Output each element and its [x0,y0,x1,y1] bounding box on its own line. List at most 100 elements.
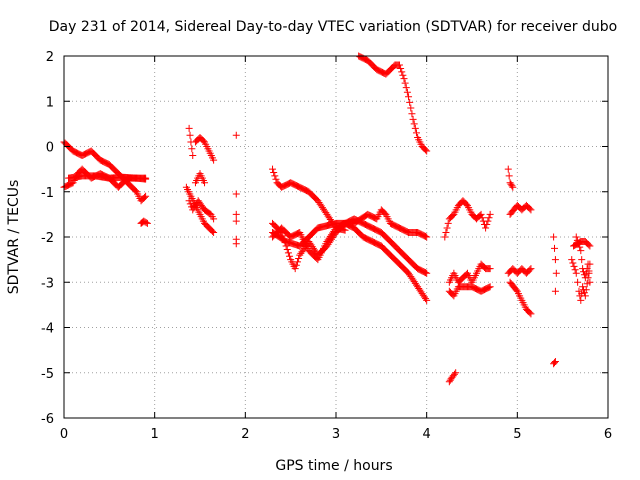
data-point [551,357,559,365]
data-point [232,210,240,218]
data-point [291,265,299,273]
data-point [527,265,535,273]
data-point [403,88,411,96]
data-point [526,266,534,274]
data-point [422,269,430,277]
data-point [271,172,279,180]
data-point [400,75,408,83]
data-point [571,266,579,274]
data-point [450,370,458,378]
data-point [395,61,403,69]
data-point [411,124,419,132]
data-point [585,267,593,275]
data-point [422,146,430,154]
data-point [527,206,535,214]
data-point [452,369,460,377]
data-point [143,219,151,227]
data-point [272,175,280,183]
data-point [295,254,303,262]
data-point [578,256,586,264]
data-point [580,289,588,297]
data-point [142,219,150,227]
data-point [405,93,413,101]
data-point [185,124,193,132]
data-point [551,359,559,367]
data-point [185,197,193,205]
data-point [189,206,197,214]
y-tick-label: 0 [46,141,54,156]
data-point [445,378,453,386]
data-point [422,295,430,303]
data-point [505,172,513,180]
data-point [583,280,591,288]
data-point [232,217,240,225]
data-point [410,120,418,128]
data-point [210,228,218,236]
data-point [408,110,416,118]
data-point [201,179,209,187]
data-point [142,175,150,183]
data-point [444,219,452,227]
data-point [232,240,240,248]
data-point [398,68,406,76]
data-point [423,147,431,155]
data-point [551,244,559,252]
data-point [586,242,594,250]
y-tick-label: -1 [41,186,54,201]
data-point [507,180,515,188]
data-point [574,278,582,286]
data-point [486,265,494,273]
x-tick-label: 0 [60,427,68,442]
data-point [577,296,585,304]
data-point [586,260,594,268]
data-point [443,224,451,232]
data-point [482,224,490,232]
data-point [409,115,417,123]
data-point [506,179,514,187]
x-axis-label: GPS time / hours [275,458,392,474]
data-point [584,274,592,282]
data-point [210,156,218,164]
data-point [269,165,277,173]
x-tick-label: 5 [513,427,521,442]
data-point [210,215,218,223]
data-point [399,71,407,79]
data-point [508,182,516,190]
data-point [568,256,576,264]
y-tick-label: 1 [46,95,54,110]
data-point [293,258,301,266]
y-tick-label: -3 [41,276,54,291]
data-point [232,190,240,198]
data-point [527,310,535,318]
data-point [189,152,197,160]
data-point [572,233,580,241]
data-point [552,269,560,277]
data-point [485,214,493,222]
data-point [570,262,578,270]
grid-lines [64,56,608,418]
data-point [423,233,431,241]
data-point [579,283,587,291]
x-tick-label: 2 [241,427,249,442]
y-tick-label: -6 [41,412,54,427]
data-point [407,104,415,112]
data-points [60,52,594,386]
x-tick-label: 3 [332,427,340,442]
y-tick-label: -4 [41,322,54,337]
data-point [406,98,414,106]
data-point [423,296,431,304]
data-point [190,204,198,212]
data-point [585,241,593,249]
data-point [208,227,216,235]
data-point [486,210,494,218]
y-tick-label: -2 [41,231,54,246]
y-tick-label: 2 [46,50,54,65]
data-point [186,200,194,208]
data-point [580,271,588,279]
data-point [186,131,194,139]
data-point [341,226,349,234]
data-point [402,84,410,92]
x-tick-label: 1 [151,427,159,442]
data-point [551,256,559,264]
